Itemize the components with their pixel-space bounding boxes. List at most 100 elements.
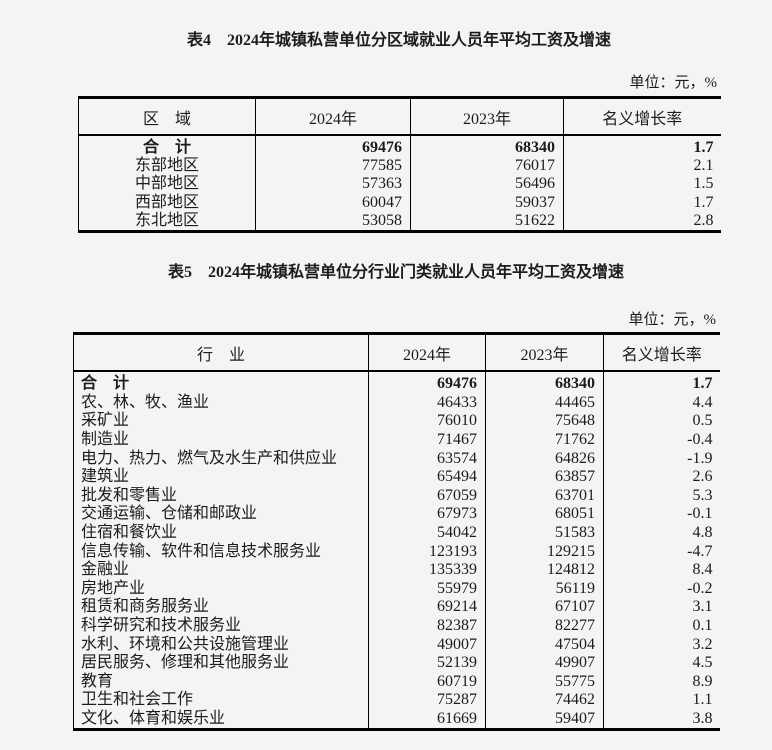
- region-wage-table: 区 域 2024年 2023年 名义增长率合 计 69476 68340 1.7 东部地区 77…: [78, 96, 721, 233]
- column-header-3: 名义增长率: [603, 333, 720, 372]
- table5-industry-wage-table: 行 业 2024年 2023年 名义增长率合 计 69476 68340 1.7 农、林、牧、…: [73, 332, 720, 732]
- value-cell: 64826: [485, 449, 604, 468]
- table-row: 合 计 69476 68340 1.7: [73, 371, 720, 394]
- value-cell: 63574: [368, 449, 486, 468]
- value-cell: 0.1: [603, 616, 720, 636]
- value-cell: 124812: [485, 560, 604, 580]
- label-cell: 西部地区: [78, 193, 256, 212]
- label-cell: 制造业: [73, 430, 369, 450]
- table-row: 卫生和社会工作 75287 74462 1.1: [73, 691, 720, 710]
- value-cell: -4.7: [603, 542, 720, 561]
- value-cell: 5.3: [603, 486, 720, 506]
- table-row: 科学研究和技术服务业 82387 82277 0.1: [73, 616, 720, 636]
- value-cell: 2.8: [563, 211, 721, 232]
- value-cell: 77585: [255, 157, 411, 176]
- value-cell: 51622: [410, 211, 564, 232]
- label-cell: 住宿和餐饮业: [73, 523, 369, 543]
- value-cell: 46433: [368, 393, 486, 413]
- column-header-1: 2024年: [255, 97, 411, 136]
- value-cell: 3.2: [603, 635, 720, 654]
- value-cell: 51583: [485, 523, 604, 543]
- value-cell: 1.7: [563, 193, 721, 212]
- table-row: 批发和零售业 67059 63701 5.3: [73, 486, 720, 506]
- label-cell: 东部地区: [78, 157, 256, 176]
- value-cell: 68051: [485, 505, 604, 524]
- table-row: 教育 60719 55775 8.9: [73, 672, 720, 692]
- value-cell: 52139: [368, 653, 486, 673]
- table-row: 住宿和餐饮业 54042 51583 4.8: [73, 523, 720, 543]
- column-header-0: 区 域: [78, 97, 256, 136]
- value-cell: 63857: [485, 467, 604, 487]
- value-cell: -1.9: [603, 449, 720, 468]
- value-cell: 82387: [368, 616, 486, 636]
- value-cell: 8.9: [603, 672, 720, 692]
- label-cell: 信息传输、软件和信息技术服务业: [73, 542, 369, 561]
- table-row: 交通运输、仓储和邮政业 67973 68051 -0.1: [73, 505, 720, 524]
- table-row: 中部地区 57363 56496 1.5: [78, 175, 721, 194]
- header-row: 行 业 2024年 2023年 名义增长率: [73, 333, 720, 372]
- value-cell: 59037: [410, 193, 564, 212]
- value-cell: 1.7: [563, 135, 721, 158]
- table-row: 采矿业 76010 75648 0.5: [73, 412, 720, 431]
- value-cell: 2.6: [603, 467, 720, 487]
- label-cell: 金融业: [73, 560, 369, 580]
- table4-unit-note: 单位：元，%: [629, 75, 718, 91]
- value-cell: 55979: [368, 579, 486, 599]
- label-cell: 合 计: [78, 135, 256, 158]
- value-cell: 1.1: [603, 691, 720, 710]
- table-row: 文化、体育和娱乐业 61669 59407 3.8: [73, 709, 720, 730]
- value-cell: 71762: [485, 430, 604, 450]
- table-row: 电力、热力、燃气及水生产和供应业 63574 64826 -1.9: [73, 449, 720, 468]
- table-row: 建筑业 65494 63857 2.6: [73, 467, 720, 487]
- table-row: 东部地区 77585 76017 2.1: [78, 157, 721, 176]
- value-cell: 82277: [485, 616, 604, 636]
- value-cell: 8.4: [603, 560, 720, 580]
- value-cell: 65494: [368, 467, 486, 487]
- label-cell: 批发和零售业: [73, 486, 369, 506]
- value-cell: 60047: [255, 193, 411, 212]
- table-row: 合 计 69476 68340 1.7: [78, 135, 721, 158]
- label-cell: 合 计: [73, 371, 369, 394]
- value-cell: 56119: [485, 579, 604, 599]
- value-cell: 1.5: [563, 175, 721, 194]
- value-cell: 56496: [410, 175, 564, 194]
- label-cell: 中部地区: [78, 175, 256, 194]
- label-cell: 电力、热力、燃气及水生产和供应业: [73, 449, 369, 468]
- value-cell: 71467: [368, 430, 486, 450]
- table-row: 房地产业 55979 56119 -0.2: [73, 579, 720, 599]
- value-cell: 3.8: [603, 709, 720, 730]
- value-cell: 69476: [255, 135, 411, 158]
- column-header-0: 行 业: [73, 333, 369, 372]
- label-cell: 科学研究和技术服务业: [73, 616, 369, 636]
- value-cell: 60719: [368, 672, 486, 692]
- value-cell: 0.5: [603, 412, 720, 431]
- value-cell: 69476: [368, 371, 486, 394]
- value-cell: 1.7: [603, 371, 720, 394]
- value-cell: 53058: [255, 211, 411, 232]
- table-row: 信息传输、软件和信息技术服务业 123193 129215 -4.7: [73, 542, 720, 561]
- label-cell: 卫生和社会工作: [73, 691, 369, 710]
- table4-title: 表4 2024年城镇私营单位分区域就业人员年平均工资及增速: [186, 32, 611, 49]
- label-cell: 水利、环境和公共设施管理业: [73, 635, 369, 654]
- label-cell: 房地产业: [73, 579, 369, 599]
- label-cell: 采矿业: [73, 412, 369, 431]
- table-row: 制造业 71467 71762 -0.4: [73, 430, 720, 450]
- value-cell: 76010: [368, 412, 486, 431]
- value-cell: 3.1: [603, 598, 720, 617]
- value-cell: -0.2: [603, 579, 720, 599]
- label-cell: 农、林、牧、渔业: [73, 393, 369, 413]
- value-cell: 2.1: [563, 157, 721, 176]
- table5-title: 表5 2024年城镇私营单位分行业门类就业人员年平均工资及增速: [167, 264, 624, 281]
- value-cell: 4.8: [603, 523, 720, 543]
- value-cell: 135339: [368, 560, 486, 580]
- value-cell: 67059: [368, 486, 486, 506]
- industry-wage-table: 行 业 2024年 2023年 名义增长率合 计 69476 68340 1.7 农、林、牧、…: [73, 332, 720, 732]
- value-cell: 68340: [410, 135, 564, 158]
- value-cell: 68340: [485, 371, 604, 394]
- value-cell: 75287: [368, 691, 486, 710]
- value-cell: 129215: [485, 542, 604, 561]
- table-row: 金融业 135339 124812 8.4: [73, 560, 720, 580]
- label-cell: 租赁和商务服务业: [73, 598, 369, 617]
- label-cell: 交通运输、仓储和邮政业: [73, 505, 369, 524]
